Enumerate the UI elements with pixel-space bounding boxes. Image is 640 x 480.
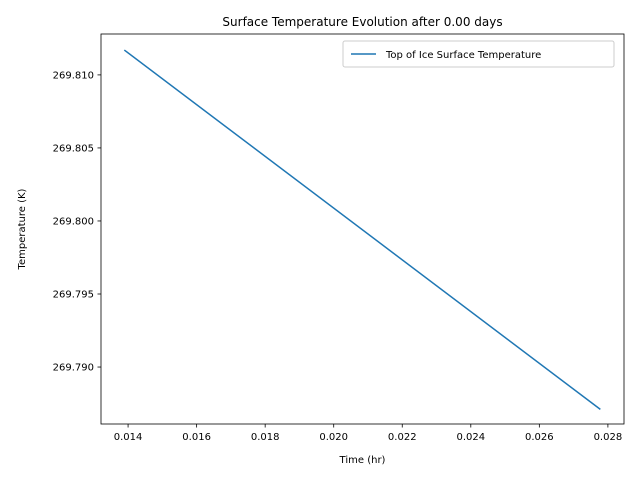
y-tick-label: 269.795 (53, 290, 94, 301)
y-axis-title: Temperature (K) (17, 188, 28, 270)
plot-area-frame (100, 33, 625, 425)
legend-box (342, 40, 615, 68)
x-tick-label: 0.024 (456, 432, 485, 443)
x-tick-label: 0.028 (594, 432, 623, 443)
chart-title: Surface Temperature Evolution after 0.00… (222, 15, 502, 29)
y-axis-ticks: 269.790 269.795 269.800 269.805 269.810 (53, 70, 101, 374)
x-axis-title: Time (hr) (339, 455, 386, 466)
y-tick-label: 269.800 (53, 216, 94, 227)
x-tick-label: 0.018 (251, 432, 280, 443)
x-tick-label: 0.016 (182, 432, 211, 443)
series-layer (123, 49, 601, 410)
legend-label: Top of Ice Surface Temperature (385, 50, 541, 61)
x-tick-label: 0.026 (525, 432, 554, 443)
x-tick-label: 0.022 (388, 432, 417, 443)
x-tick-label: 0.020 (319, 432, 348, 443)
y-tick-label: 269.790 (53, 363, 94, 374)
y-tick-label: 269.810 (53, 70, 94, 81)
legend: Top of Ice Surface Temperature (342, 40, 615, 68)
x-axis-ticks: 0.014 0.016 0.018 0.020 0.022 0.024 0.026 0.028 (114, 424, 622, 443)
series-line (123, 49, 601, 410)
x-tick-label: 0.014 (114, 432, 143, 443)
y-tick-label: 269.805 (53, 143, 94, 154)
